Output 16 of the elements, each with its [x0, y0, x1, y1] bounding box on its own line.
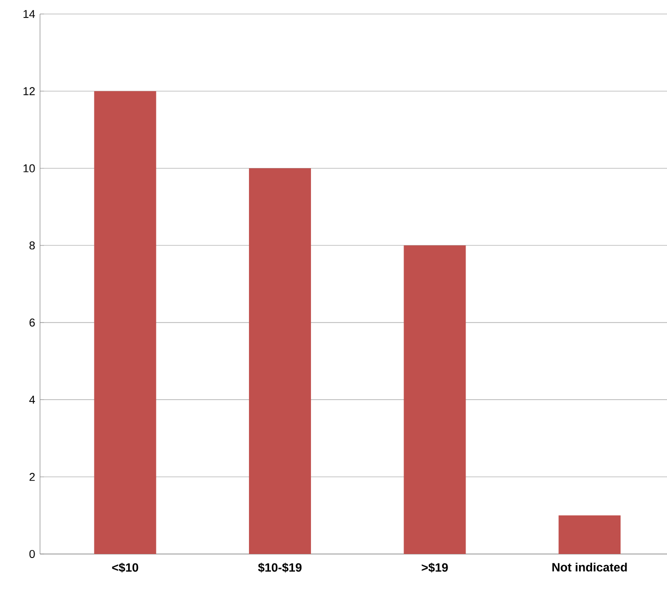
- x-tick-label: $10-$19: [258, 562, 302, 572]
- bar: [558, 515, 621, 554]
- bar: [94, 91, 156, 554]
- bar: [248, 168, 311, 554]
- y-tick-label: 8: [30, 241, 35, 250]
- y-tick-label: 2: [30, 472, 35, 481]
- y-tick-label: 4: [29, 396, 35, 404]
- y-tick-label: 0: [29, 550, 35, 558]
- x-tick-label: Not indicated: [552, 562, 627, 572]
- y-tick-label: 12: [24, 87, 35, 96]
- x-tick-label: <$10: [112, 562, 138, 572]
- x-tick-label: >$19: [422, 562, 448, 572]
- y-tick-label: 10: [24, 164, 35, 172]
- bar: [404, 245, 466, 554]
- y-tick-label: 6: [30, 318, 35, 327]
- y-tick-label: 14: [24, 10, 35, 18]
